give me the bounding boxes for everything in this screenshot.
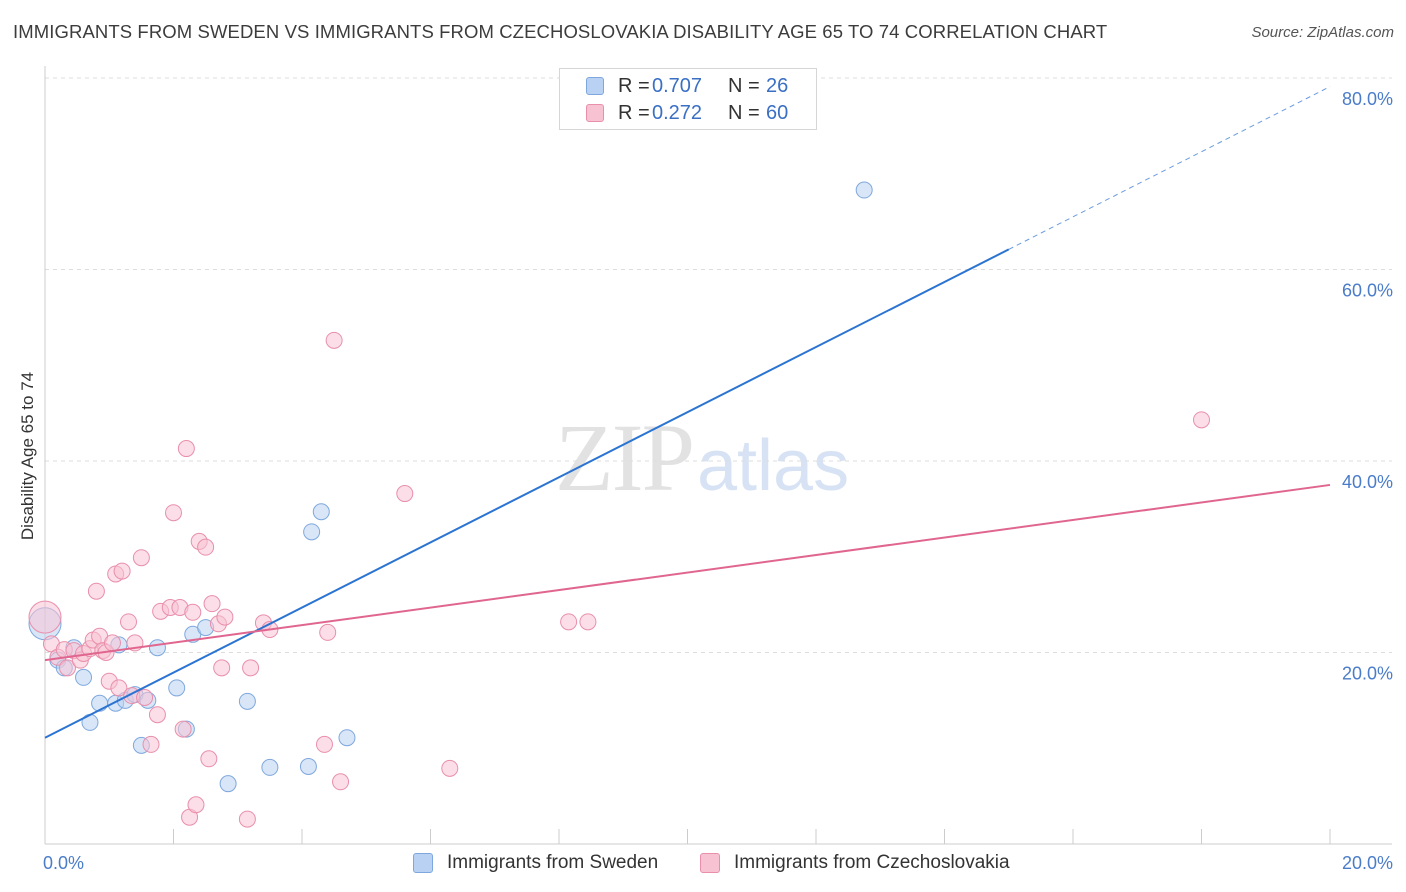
czech-point [187,796,205,814]
y-tick-label: 60.0% [1342,281,1393,301]
czech-point [197,538,215,556]
sweden-point [75,668,93,686]
legend-r-value: 0.707 [652,75,703,97]
czech-point [113,562,131,580]
sweden-point [338,729,356,747]
czech-point [200,750,218,768]
czech-point [579,613,597,631]
czech-point [148,706,166,724]
czech-point [1193,411,1210,429]
czech-point [325,331,343,349]
sweden-point [238,692,256,710]
legend-swatch-czech [586,104,604,122]
czech-point [213,659,231,677]
czech-point [319,623,337,641]
legend-r-label: R = [618,102,650,124]
czech-point [120,613,138,631]
sweden-point [168,679,186,697]
y-tick-label: 80.0% [1342,89,1393,109]
czech-point [110,679,128,697]
legend-n-value: 26 [766,75,789,97]
x-tick-label-max: 20.0% [1342,853,1393,873]
czech-point [441,759,459,777]
legend-r-label: R = [618,75,650,97]
watermark-atlas: atlas [697,426,850,506]
czech-point [560,613,578,631]
bottom-legend-label-sweden: Immigrants from Sweden [447,852,659,873]
sweden-trend-line [44,248,1010,739]
czech-point [238,810,256,828]
legend-swatch-sweden [586,77,604,95]
sweden-trend-extension [1008,86,1331,250]
x-tick-label-min: 0.0% [43,853,84,873]
czech-point [136,689,154,707]
czech-point [142,735,160,753]
legend-n-label: N = [728,75,760,97]
watermark-zip: ZIP [555,404,695,511]
trend-lines [44,86,1331,739]
data-points [28,181,1210,828]
czech-point [216,608,234,626]
czech-point [203,595,221,613]
czech-point [28,600,62,634]
tick-labels: 20.0% 40.0% 60.0% 80.0% 0.0% 20.0% [43,89,1393,873]
czech-point [103,634,121,652]
czech-point [132,549,150,567]
czech-point [58,659,76,677]
czech-point [165,504,182,522]
czech-point [396,485,414,503]
bottom-legend-swatch-sweden [413,853,433,873]
axes [44,66,1392,845]
czech-point [315,735,333,753]
sweden-point [312,503,330,521]
czech-point [242,659,260,677]
bottom-legend-swatch-czech [700,853,720,873]
czech-trend-line [44,483,1331,662]
correlation-legend: R = 0.707 N = 26 R = 0.272 N = 60 [559,68,817,130]
source-credit: Source: ZipAtlas.com [1251,24,1394,41]
sweden-point [261,758,279,776]
watermark: ZIPatlas [555,402,849,513]
czech-point [87,582,105,600]
czech-point [184,603,202,621]
sweden-point [91,694,109,712]
y-tick-label: 40.0% [1342,472,1393,492]
grid-lines [45,77,1392,653]
czech-point [177,440,195,458]
legend-r-value: 0.272 [652,102,703,124]
sweden-point [303,523,321,541]
y-tick-label: 20.0% [1342,664,1393,684]
sweden-point [299,757,317,775]
sweden-point [148,639,166,657]
legend-n-label: N = [728,102,760,124]
sweden-point [855,181,873,199]
sweden-point [219,775,237,793]
czech-point [174,720,192,738]
czech-point [332,773,350,791]
legend-n-value: 60 [766,102,789,124]
chart-title: IMMIGRANTS FROM SWEDEN VS IMMIGRANTS FRO… [13,21,1108,42]
bottom-legend-label-czech: Immigrants from Czechoslovakia [734,852,1010,873]
